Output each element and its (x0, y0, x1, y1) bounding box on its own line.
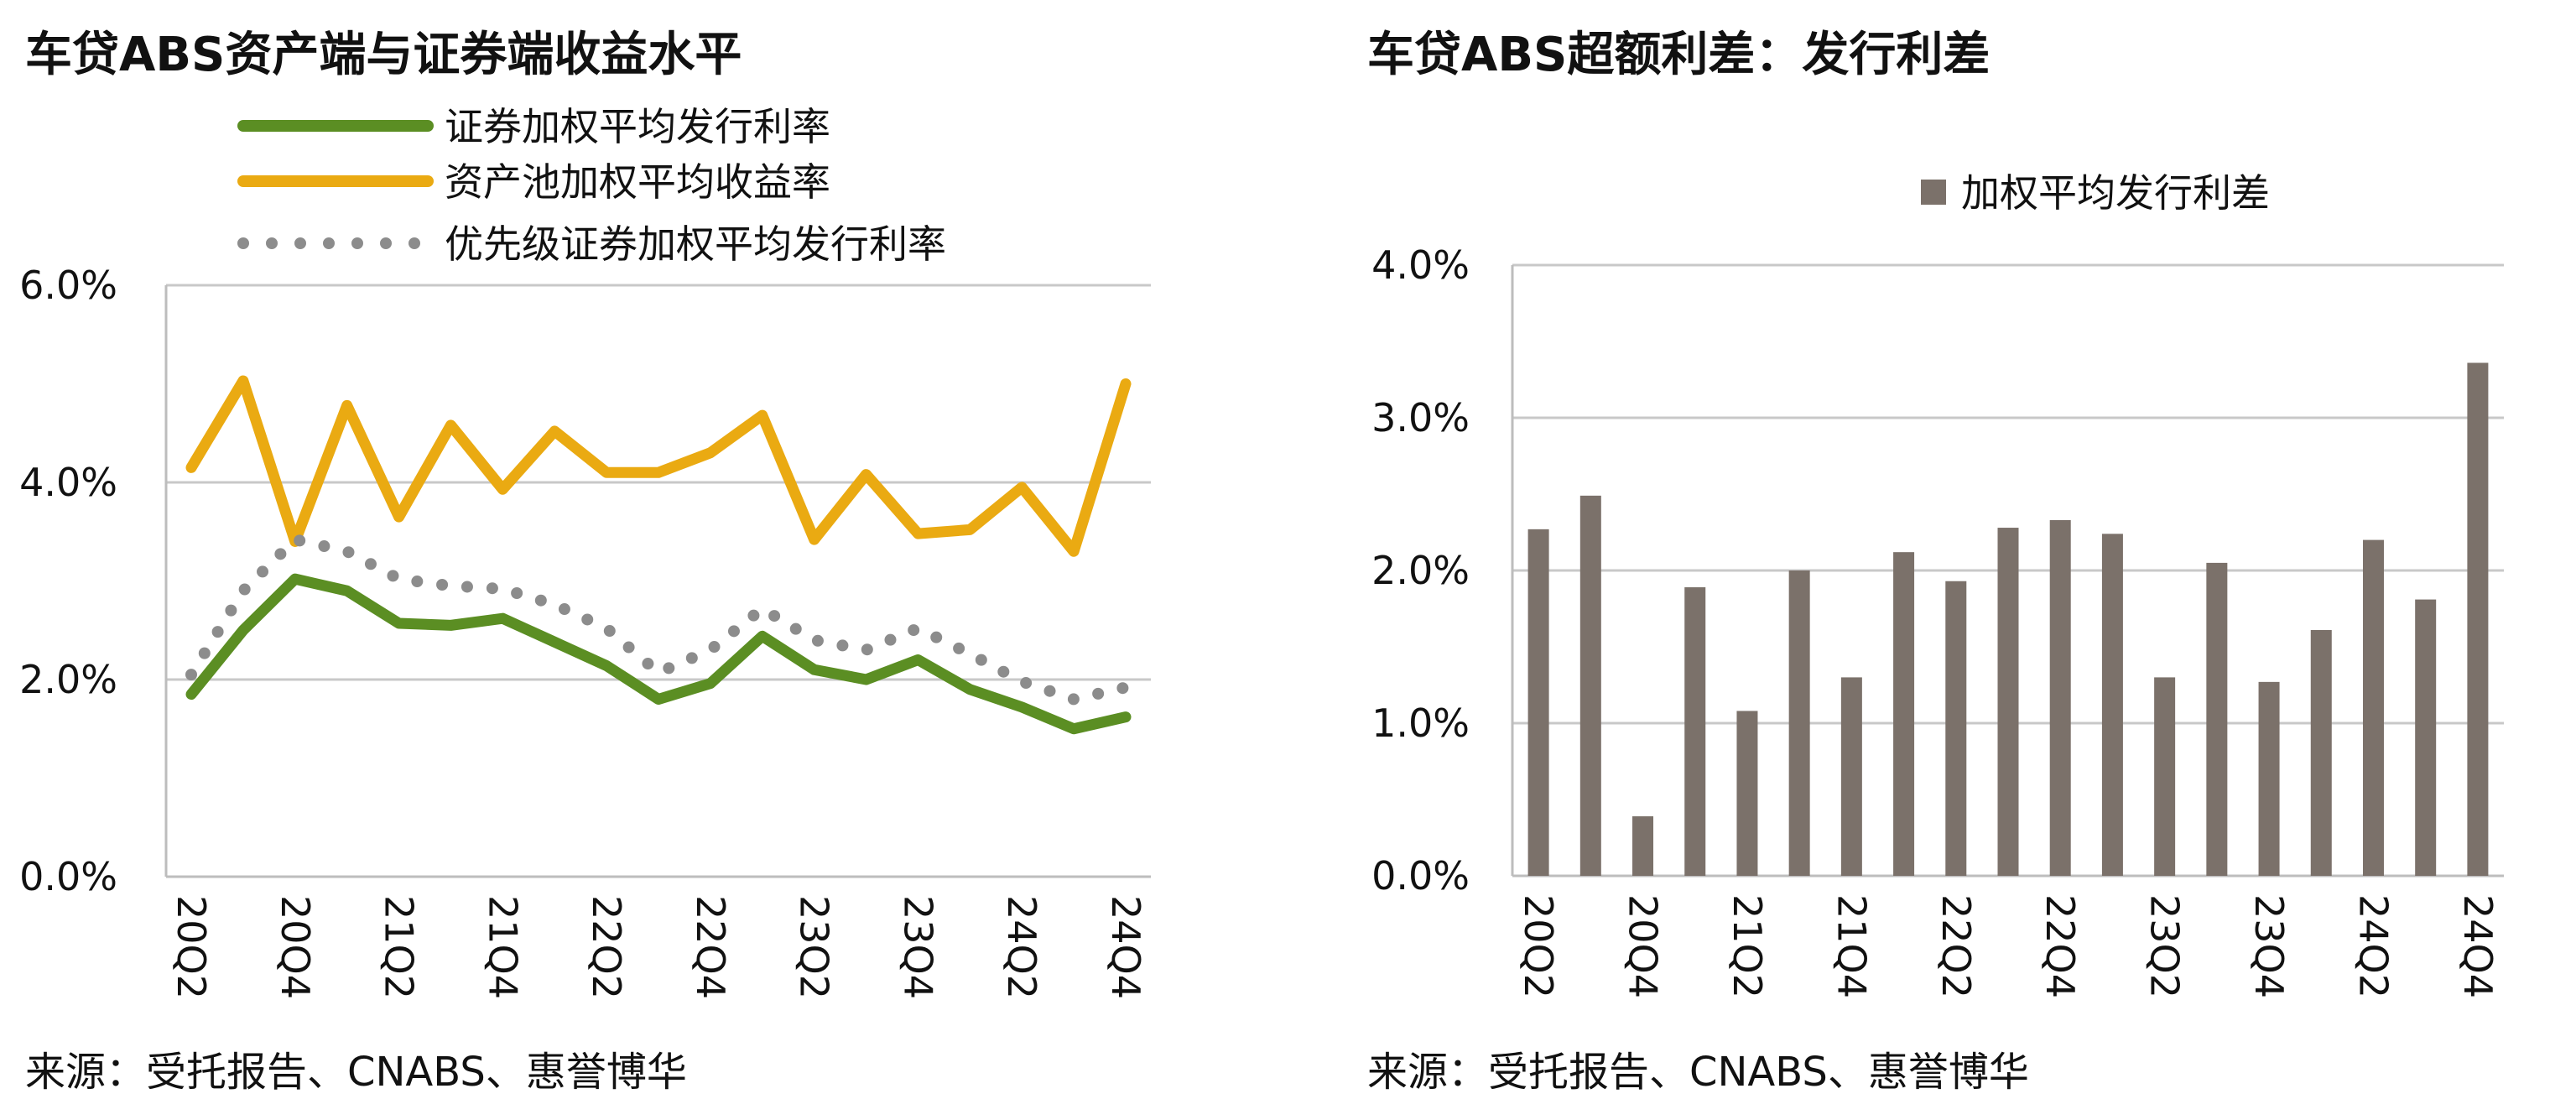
bar (1632, 816, 1654, 876)
y-tick-label: 2.0% (19, 657, 117, 702)
right-chart-title: 车贷ABS超额利差：发行利差 (1367, 28, 1991, 82)
x-tick-label: 23Q4 (2246, 894, 2292, 998)
x-tick-label: 23Q2 (2142, 894, 2188, 998)
bar (2467, 362, 2489, 877)
bar (1997, 528, 2019, 876)
y-tick-label: 4.0% (1371, 242, 1470, 288)
bar (2206, 562, 2228, 876)
bar (1684, 587, 1706, 876)
bar (1840, 677, 1862, 876)
y-tick-label: 0.0% (1371, 853, 1470, 898)
y-tick-label: 3.0% (1371, 395, 1470, 440)
x-tick-label: 20Q4 (273, 895, 318, 999)
left-line-chart: 0.0% 2.0% 4.0% 6.0% 20Q2 20Q4 21Q2 21Q4 22Q2 22Q4… (19, 104, 1151, 999)
bar (1788, 570, 1810, 876)
x-tick-label: 20Q4 (1621, 894, 1666, 998)
bar (1736, 711, 1758, 876)
legend-swatch (1921, 180, 1946, 205)
bar (1945, 581, 1967, 876)
left-chart-title: 车贷ABS资产端与证券端收益水平 (25, 28, 742, 82)
series-line-2 (185, 534, 1132, 706)
legend-label-1: 资产池加权平均收益率 (445, 159, 830, 205)
x-tick-label: 22Q4 (688, 895, 733, 999)
bar (2049, 519, 2071, 876)
x-tick-label: 20Q2 (1516, 894, 1561, 998)
x-tick-label: 22Q4 (2037, 894, 2083, 998)
bar (2415, 599, 2437, 876)
right-chart-panel: 车贷ABS超额利差：发行利差 0.0% 1.0% 2.0% 3.0% 4.0% 20Q2 2… (1342, 0, 2576, 1099)
x-tick-label: 21Q4 (480, 895, 525, 999)
bar (2101, 534, 2123, 876)
x-tick-label: 20Q2 (169, 895, 214, 999)
right-source-note: 来源：受托报告、CNABS、惠誉博华 (1367, 1049, 2029, 1096)
right-bar-chart: 0.0% 1.0% 2.0% 3.0% 4.0% 20Q2 20Q4 21Q2 21Q4 22Q2… (1371, 170, 2504, 998)
legend-label-2: 优先级证券加权平均发行利率 (445, 221, 946, 267)
x-tick-label: 23Q2 (792, 895, 837, 999)
series-line-0 (185, 573, 1132, 735)
bar (2154, 677, 2176, 876)
legend-label: 加权平均发行利差 (1961, 170, 2270, 216)
bar (1893, 552, 1915, 876)
x-tick-label: 24Q2 (999, 895, 1044, 999)
x-tick-label: 24Q4 (1103, 895, 1148, 999)
x-tick-label: 23Q4 (895, 895, 940, 999)
y-tick-label: 1.0% (1371, 701, 1470, 746)
x-tick-label: 24Q4 (2455, 894, 2501, 998)
x-tick-label: 22Q2 (584, 895, 629, 999)
bar (2310, 629, 2332, 876)
bar (1579, 495, 1601, 876)
x-tick-label: 21Q2 (1725, 894, 1770, 998)
left-source-note: 来源：受托报告、CNABS、惠誉博华 (25, 1049, 687, 1096)
left-chart-panel: 车贷ABS资产端与证券端收益水平 0.0% 2.0% 4.0% 6.0% 20Q2 20Q… (0, 0, 1174, 1099)
y-tick-label: 2.0% (1371, 548, 1470, 593)
y-tick-label: 0.0% (19, 854, 117, 899)
legend-label-0: 证券加权平均发行利率 (445, 104, 830, 149)
bar (1527, 529, 1549, 876)
y-tick-label: 4.0% (19, 460, 117, 505)
x-tick-label: 21Q2 (377, 895, 422, 999)
series-line-1 (185, 375, 1132, 557)
y-tick-label: 6.0% (19, 263, 117, 308)
bar (2258, 681, 2280, 876)
bar (2362, 539, 2384, 876)
x-tick-label: 21Q4 (1829, 894, 1874, 998)
x-tick-label: 24Q2 (2350, 894, 2396, 998)
x-tick-label: 22Q2 (1933, 894, 1979, 998)
